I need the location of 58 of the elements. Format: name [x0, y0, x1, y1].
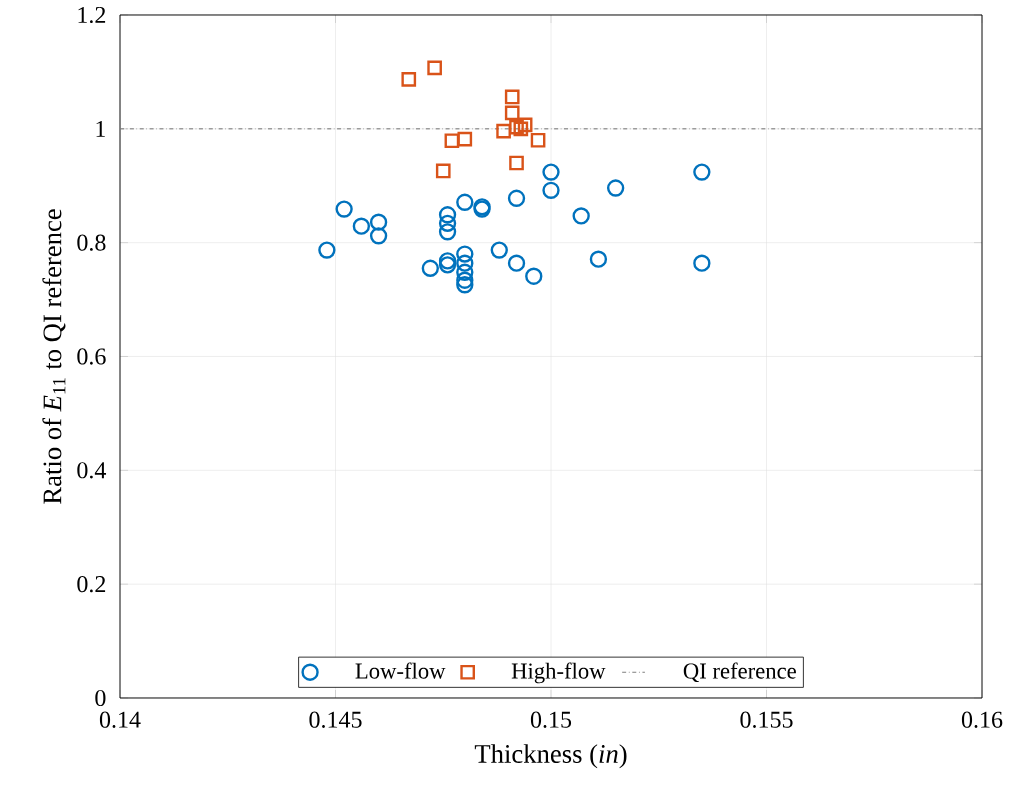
point — [517, 117, 533, 133]
point — [401, 71, 417, 87]
point — [509, 155, 524, 171]
legend-label: QI reference — [683, 662, 796, 683]
point — [444, 133, 460, 149]
legend-label: High-flow — [511, 662, 606, 684]
x-tick-label: 0.16 — [961, 711, 1003, 728]
x-tick-label: 0.14 — [99, 711, 141, 728]
point — [352, 217, 371, 235]
y-tick-label: 0.8 — [77, 234, 106, 251]
point — [572, 207, 590, 225]
point — [606, 179, 625, 197]
point — [525, 267, 543, 285]
point — [513, 121, 529, 137]
point — [507, 254, 526, 272]
point — [456, 245, 474, 263]
point — [496, 123, 511, 139]
x-tick-label: 0.15 — [530, 711, 572, 728]
y-tick-label: 1.2 — [78, 6, 106, 24]
legend-label: Low-flow — [355, 662, 446, 679]
point — [335, 200, 353, 218]
point — [438, 256, 457, 274]
point — [507, 189, 526, 207]
point — [421, 259, 439, 277]
point — [509, 119, 524, 135]
y-tick-label: 0.6 — [77, 348, 106, 365]
point — [438, 252, 457, 270]
point — [456, 271, 474, 289]
point — [456, 263, 474, 281]
point — [318, 241, 336, 259]
y-tick-label: 0 — [95, 689, 106, 707]
point — [438, 206, 457, 224]
x-tick-label: 0.155 — [740, 711, 793, 728]
point — [457, 131, 473, 147]
point — [438, 223, 457, 241]
point — [369, 213, 388, 231]
point — [504, 105, 520, 121]
point — [693, 254, 711, 272]
point — [504, 89, 520, 105]
point — [369, 227, 388, 245]
x-axis-title: Thickness (in) — [474, 744, 627, 769]
point — [589, 250, 608, 268]
point — [438, 214, 457, 232]
point — [456, 254, 474, 272]
point — [693, 163, 711, 181]
point — [542, 181, 560, 199]
point — [542, 163, 560, 181]
x-tick-label: 0.145 — [309, 711, 362, 728]
point — [427, 60, 442, 76]
point — [490, 241, 508, 259]
point — [456, 193, 474, 211]
y-tick-label: 0.4 — [77, 462, 107, 479]
y-axis-title: Ratio of E$_{11}$ to QI reference — [42, 209, 66, 504]
y-tick-label: 1 — [96, 120, 105, 137]
point — [530, 132, 546, 148]
point — [435, 163, 451, 179]
point — [456, 276, 474, 294]
y-tick-label: 0.2 — [77, 576, 106, 593]
